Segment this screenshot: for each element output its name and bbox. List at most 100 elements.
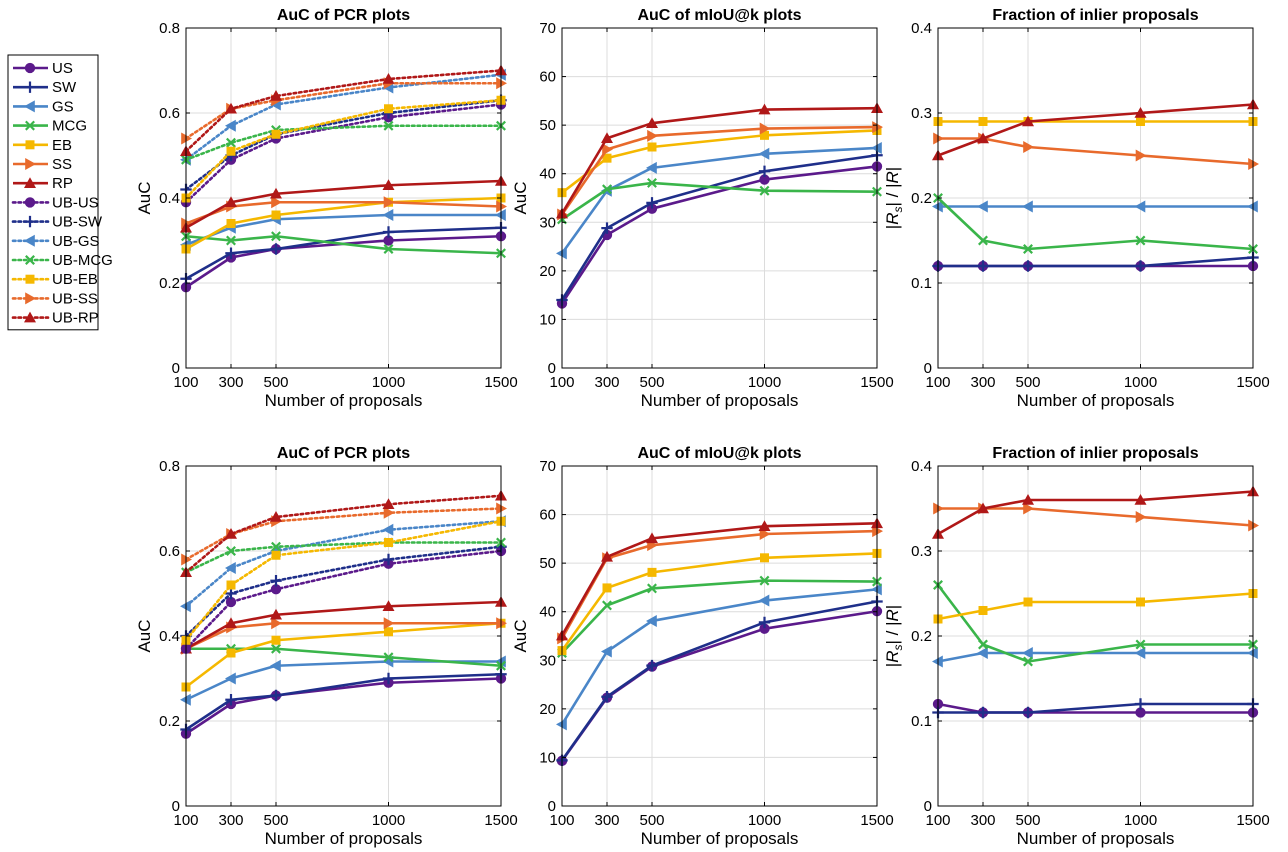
legend-marker (24, 311, 36, 323)
data-point (602, 600, 612, 611)
legend-label: MCG (52, 118, 87, 135)
data-point (646, 161, 657, 174)
data-point (1135, 511, 1147, 523)
chart-title: Fraction of inlier proposals (992, 445, 1198, 462)
data-point (871, 141, 882, 154)
data-point (1023, 502, 1034, 515)
data-point (1136, 597, 1145, 607)
data-point (978, 235, 988, 246)
y-tick-label: 60 (539, 69, 556, 86)
data-point (758, 165, 771, 177)
data-point (1247, 200, 1258, 213)
data-point (270, 511, 282, 522)
data-point (933, 502, 944, 515)
data-point (647, 129, 658, 142)
data-point (871, 583, 882, 596)
data-point (225, 247, 237, 259)
x-tick-label: 100 (925, 812, 950, 829)
data-point (225, 102, 237, 114)
data-point (271, 550, 281, 560)
y-tick-label: 0.4 (159, 628, 180, 645)
data-point (647, 567, 657, 577)
data-point (225, 196, 237, 208)
data-point (1022, 647, 1033, 659)
data-point (758, 103, 771, 115)
legend-label: UB-GS (52, 233, 100, 250)
y-tick-label: 0.8 (159, 458, 180, 475)
x-tick-label: 1500 (1236, 812, 1269, 829)
data-point (759, 185, 770, 196)
data-point (383, 652, 394, 663)
data-point (270, 90, 282, 101)
data-point (646, 117, 658, 128)
data-point (226, 146, 236, 156)
chart-panel: 100 300 500 1000 1500 0 10 20 30 40 50 60 70 AuC of m… (511, 7, 894, 410)
y-tick-label: 0.2 (159, 713, 180, 730)
x-tick-label: 1000 (1124, 374, 1157, 391)
data-point (647, 177, 657, 188)
chart-panel: 100 300 500 1000 1500 0 0.2 0.4 0.6 0.8 AuC of PCR… (135, 7, 518, 410)
legend-marker (24, 81, 36, 93)
data-point (383, 506, 395, 519)
data-point (977, 260, 989, 272)
data-point (758, 594, 770, 607)
axes-box (561, 465, 878, 807)
y-tick-label: 0.2 (159, 275, 180, 292)
data-point (1135, 235, 1146, 246)
data-point (225, 119, 236, 132)
data-point (601, 550, 613, 562)
y-tick-label: 0.4 (911, 20, 932, 37)
legend-label: SS (52, 156, 72, 173)
data-point (1136, 117, 1145, 126)
y-tick-label: 20 (539, 701, 556, 718)
data-point (382, 179, 395, 191)
y-tick-label: 30 (539, 214, 556, 231)
data-point (978, 639, 988, 650)
x-tick-label: 1000 (748, 812, 781, 829)
x-tick-label: 500 (263, 374, 288, 391)
y-tick-label: 0.1 (911, 713, 932, 730)
data-point (270, 187, 282, 199)
x-axis-label: Number of proposals (641, 829, 799, 848)
data-point (225, 672, 236, 685)
y-axis-label: AuC (511, 619, 530, 652)
data-point (1248, 158, 1259, 170)
data-point (1134, 107, 1147, 118)
data-point (271, 129, 281, 139)
data-point (226, 219, 236, 228)
data-point (602, 583, 612, 593)
x-axis-label: Number of proposals (265, 391, 423, 410)
legend-marker (25, 274, 35, 284)
data-point (932, 655, 943, 668)
legend-label: UB-US (52, 194, 99, 211)
y-axis-label: AuC (135, 181, 154, 214)
y-axis-label: |Rs| / |R| (883, 167, 905, 229)
data-point (384, 538, 393, 547)
data-point (180, 600, 191, 613)
data-point (1023, 656, 1033, 667)
x-tick-label: 1000 (372, 374, 405, 391)
legend-marker (24, 62, 36, 74)
data-point (382, 73, 395, 84)
x-tick-label: 100 (173, 374, 198, 391)
data-point (270, 659, 281, 672)
data-point (181, 553, 192, 566)
y-tick-label: 70 (539, 458, 556, 475)
data-point (382, 600, 395, 612)
chart-title: AuC of PCR plots (277, 7, 410, 24)
y-tick-label: 0.4 (911, 458, 932, 475)
y-tick-label: 0.3 (911, 105, 932, 122)
x-tick-label: 1500 (484, 374, 517, 391)
data-point (226, 580, 236, 590)
x-tick-label: 1500 (484, 812, 517, 829)
data-point (602, 143, 613, 156)
x-tick-label: 1500 (860, 374, 893, 391)
legend-label: UB-SW (52, 214, 103, 231)
data-point (601, 132, 613, 144)
x-axis-label: Number of proposals (1017, 391, 1175, 410)
chart-panel: 100 300 500 1000 1500 0 0.2 0.4 0.6 0.8 AuC of PCR… (135, 445, 518, 848)
legend-marker (24, 100, 35, 113)
data-point (383, 617, 395, 630)
x-tick-label: 500 (263, 812, 288, 829)
data-point (226, 648, 236, 658)
